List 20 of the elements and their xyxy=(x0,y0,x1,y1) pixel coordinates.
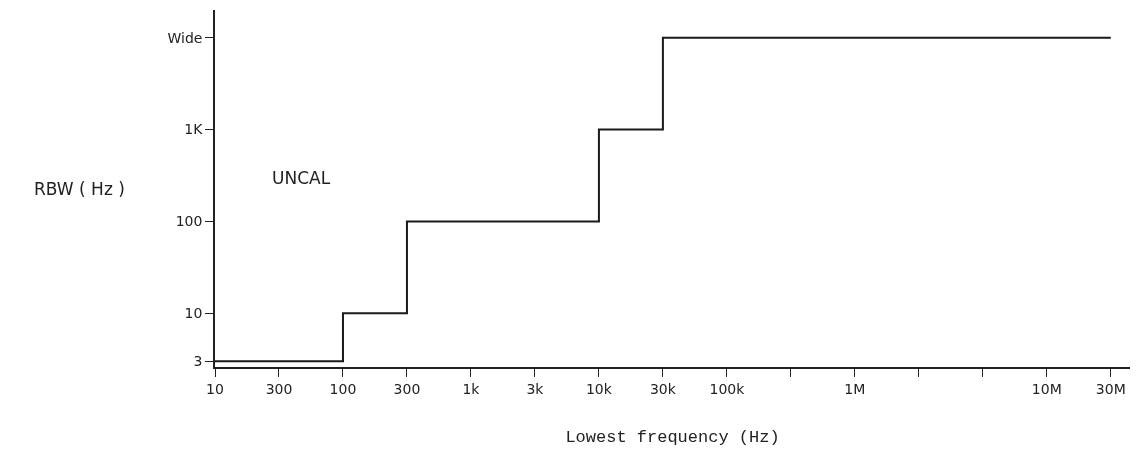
x-tick-label: 100k xyxy=(709,380,746,397)
x-tick-label: 300 xyxy=(265,380,293,397)
x-tick-label: 300 xyxy=(393,380,421,397)
y-tick-label: 3 xyxy=(193,353,203,370)
y-tick-label: 100 xyxy=(175,213,203,230)
x-tick-label: 3k xyxy=(526,380,545,397)
y-tick-label: 1K xyxy=(184,121,204,138)
x-tick-label: 100 xyxy=(329,380,357,397)
y-tick-label: 10 xyxy=(184,305,203,322)
annotation: UNCAL xyxy=(272,168,331,188)
y-axis-title: RBW ( Hz ) xyxy=(34,179,125,199)
x-tick-label: 1M xyxy=(844,380,866,397)
x-tick-label: 30M xyxy=(1095,380,1126,397)
x-tick-label: 10M xyxy=(1031,380,1062,397)
x-tick-label: 10 xyxy=(206,380,224,397)
x-tick-label: 30k xyxy=(649,380,677,397)
x-tick-label: 1k xyxy=(462,380,481,397)
y-tick-label: Wide xyxy=(167,29,203,46)
x-tick-label: 10k xyxy=(585,380,613,397)
x-axis-title: Lowest frequency (Hz) xyxy=(565,428,780,448)
